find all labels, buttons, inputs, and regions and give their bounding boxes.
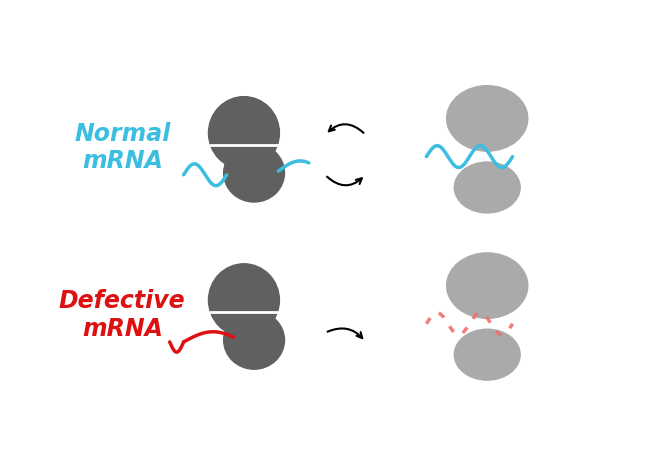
Ellipse shape [455, 162, 520, 213]
Ellipse shape [455, 329, 520, 380]
Text: Defective
mRNA: Defective mRNA [59, 289, 186, 341]
Ellipse shape [224, 144, 284, 202]
Text: Normal
mRNA: Normal mRNA [74, 122, 171, 173]
Ellipse shape [447, 253, 528, 318]
Ellipse shape [209, 264, 279, 337]
Ellipse shape [209, 97, 279, 169]
Ellipse shape [447, 86, 528, 151]
Ellipse shape [224, 311, 284, 369]
